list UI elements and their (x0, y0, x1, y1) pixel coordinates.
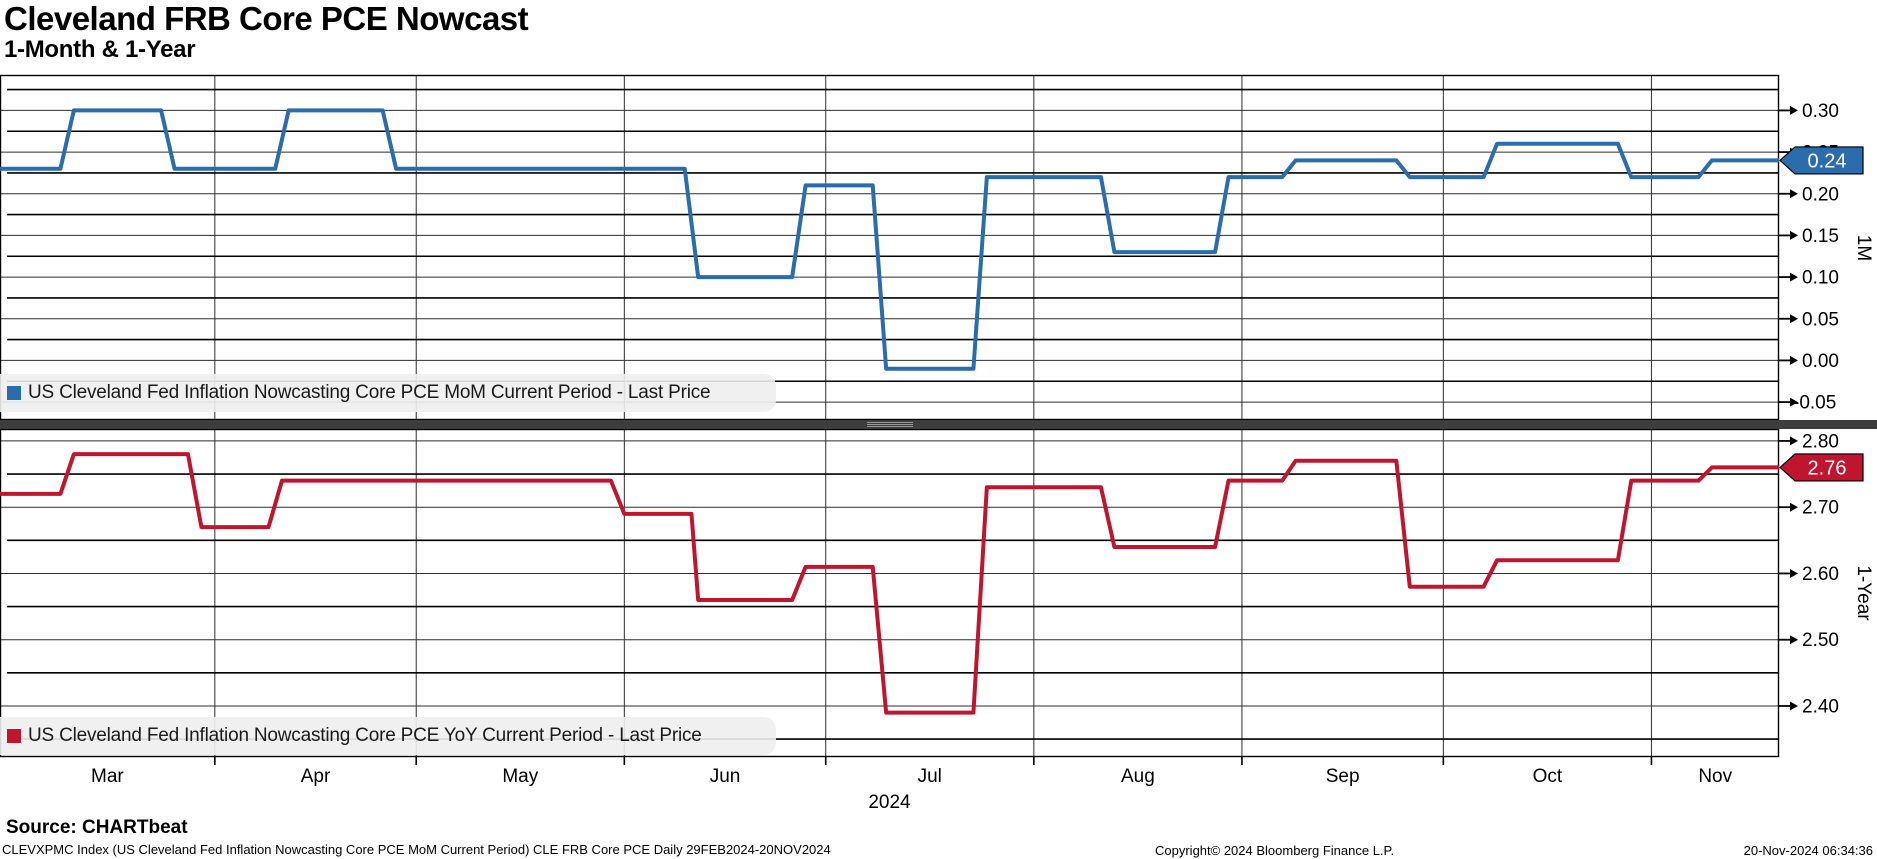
x-axis-month-label: Mar (91, 766, 124, 787)
y-axis-tick-arrow-icon (1790, 230, 1798, 240)
y-axis-tick-arrow-icon (1790, 314, 1798, 324)
plot-area-1-year[interactable] (0, 429, 1779, 757)
pane-frame (0, 428, 1780, 758)
last-price-badge-label: 2.76 (1808, 457, 1847, 479)
y-axis-tick-label: 0.05 (1802, 309, 1839, 330)
y-axis-tick-arrow-icon (1790, 272, 1798, 282)
y-axis-tick-label: 0.20 (1802, 184, 1839, 205)
x-axis-month-label: Oct (1532, 766, 1563, 787)
y-axis-tick-label: 2.80 (1802, 431, 1839, 452)
y-axis-tick-label: 0.00 (1802, 351, 1839, 372)
y-axis-tick-arrow-icon (1790, 502, 1798, 512)
x-axis-month-label: Sep (1325, 766, 1360, 787)
legend-1m[interactable]: US Cleveland Fed Inflation Nowcasting Co… (0, 374, 776, 412)
y-axis-tick-label: 0.30 (1802, 101, 1839, 122)
y-axis-tick-arrow-icon (1790, 436, 1798, 446)
legend-marker-1m-icon (7, 386, 21, 400)
y-axis-tick-label: 0.15 (1802, 226, 1839, 247)
page-title: Cleveland FRB Core PCE Nowcast (4, 0, 529, 37)
last-price-badge (1779, 146, 1864, 175)
timestamp: 20-Nov-2024 06:34:36 (1743, 843, 1873, 858)
y-axis-tick-label: 0.10 (1802, 268, 1839, 289)
legend-label-1m: US Cleveland Fed Inflation Nowcasting Co… (28, 382, 711, 403)
chart-description: CLEVXPMC Index (US Cleveland Fed Inflati… (2, 842, 831, 857)
y-axis-tick-label: -0.05 (1793, 393, 1836, 414)
plot-area-1m[interactable] (0, 75, 1779, 420)
x-axis-month-label: Aug (1120, 766, 1155, 787)
x-axis-year-label: 2024 (868, 792, 911, 813)
pane-divider (0, 420, 1877, 429)
y-axis-tick-label: 2.60 (1802, 564, 1839, 585)
legend-marker-1-year-icon (7, 729, 21, 743)
legend-1-year[interactable]: US Cleveland Fed Inflation Nowcasting Co… (0, 717, 776, 755)
x-axis-month-label: May (502, 766, 539, 787)
y-axis-tick-label: 2.70 (1802, 498, 1839, 519)
x-axis-month-label: Jul (917, 766, 942, 787)
y-axis-tick-label: 2.50 (1802, 630, 1839, 651)
legend-label-1-year: US Cleveland Fed Inflation Nowcasting Co… (28, 725, 702, 746)
last-price-badge (1779, 453, 1864, 482)
y-axis-tick-arrow-icon (1790, 105, 1798, 115)
y-axis-tick-arrow-icon (1790, 568, 1798, 578)
y-axis-tick-arrow-icon (1790, 701, 1798, 711)
y-axis-tick-label: 2.40 (1802, 696, 1839, 717)
copyright-notice: Copyright© 2024 Bloomberg Finance L.P. (1155, 843, 1395, 858)
x-axis-month-label: Nov (1698, 766, 1733, 787)
pane-frame (0, 74, 1780, 421)
y-axis-tick-arrow-icon (1790, 397, 1798, 407)
page-subtitle: 1-Month & 1-Year (4, 36, 196, 63)
axis-label-1-year: 1-Year (1853, 565, 1874, 621)
x-axis-month-label: Jun (709, 766, 741, 787)
series-line-1-year (0, 452, 1779, 715)
x-axis-month-label: Apr (300, 766, 331, 787)
series-line-1m (0, 108, 1779, 371)
pane-divider-grip-icon[interactable] (867, 422, 913, 427)
last-price-badge-label: 0.24 (1808, 150, 1847, 172)
y-axis-tick-arrow-icon (1790, 635, 1798, 645)
y-axis-tick-arrow-icon (1790, 189, 1798, 199)
source-label: Source: CHARTbeat (6, 817, 188, 838)
axis-label-1m: 1M (1853, 234, 1874, 262)
y-axis-tick-arrow-icon (1790, 355, 1798, 365)
